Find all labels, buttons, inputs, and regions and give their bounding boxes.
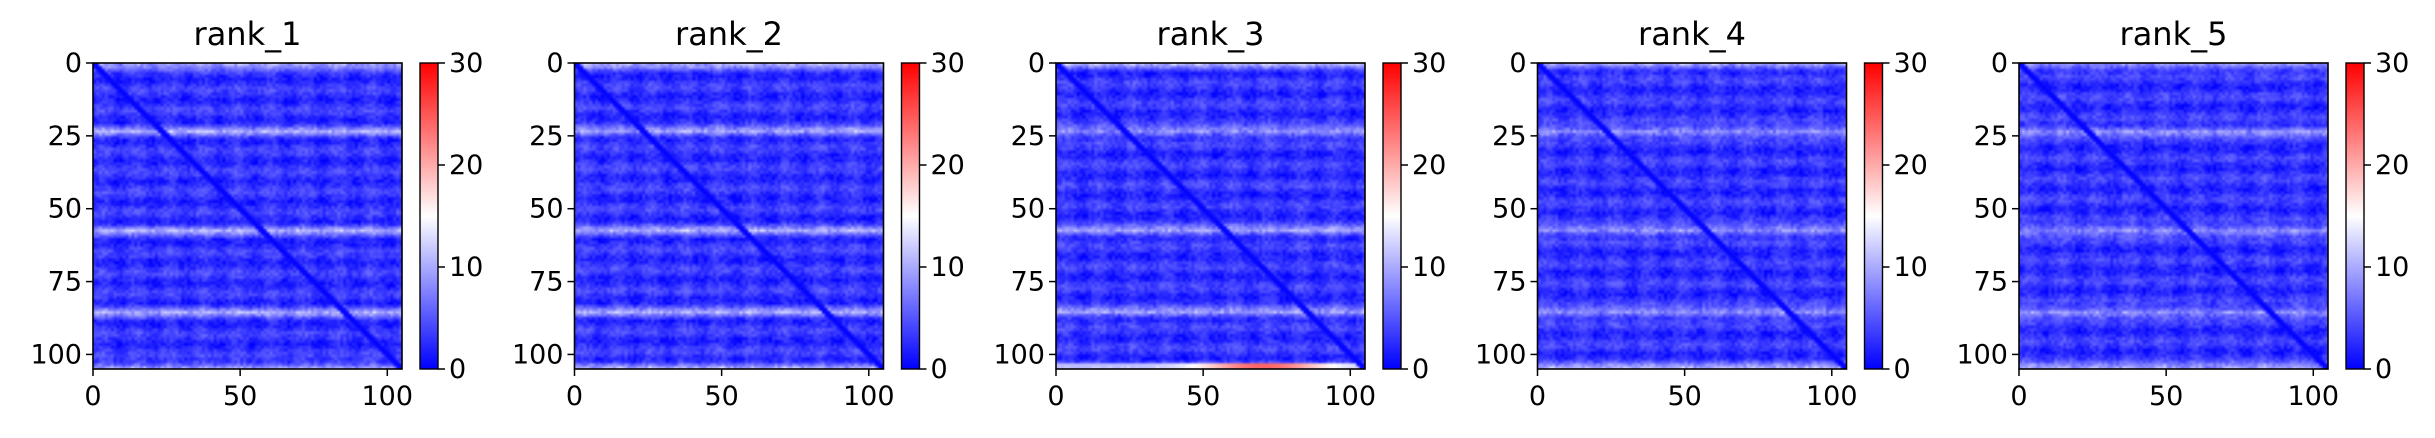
colorbar-tick-label: 30 (2375, 48, 2409, 79)
y-tick-label: 0 (546, 48, 563, 79)
colorbar-tick-label: 0 (931, 354, 948, 385)
colorbar-tick-label: 20 (449, 150, 483, 181)
heatmap-image (2019, 63, 2328, 369)
x-tick-label: 50 (704, 381, 738, 412)
y-tick-label: 75 (48, 267, 82, 298)
y-tick-label: 50 (48, 194, 82, 225)
colorbar (2345, 62, 2365, 370)
y-tick-label: 75 (1492, 267, 1526, 298)
colorbar-tick-label: 10 (931, 252, 965, 283)
y-tick-label: 50 (1974, 194, 2008, 225)
y-tick-label: 75 (529, 267, 563, 298)
y-tick-label: 25 (1492, 121, 1526, 152)
y-tick-label: 25 (529, 121, 563, 152)
colorbar-tick-label: 10 (2375, 252, 2409, 283)
plot-frame (1055, 62, 1366, 370)
plot-frame (1536, 62, 1848, 370)
x-tick-label: 100 (2288, 381, 2340, 412)
y-tick-label: 50 (1492, 194, 1526, 225)
colorbar-tick-label: 0 (2375, 354, 2392, 385)
x-tick-label: 50 (1186, 381, 1220, 412)
y-tick-label: 0 (1028, 48, 1045, 79)
y-tick-label: 100 (30, 339, 82, 370)
y-tick-label: 100 (1956, 339, 2008, 370)
colorbar-tick-label: 30 (1412, 48, 1446, 79)
y-tick-label: 75 (1011, 267, 1045, 298)
x-tick-label: 50 (223, 381, 257, 412)
x-tick-label: 100 (362, 381, 414, 412)
x-tick-label: 0 (2010, 381, 2027, 412)
colorbar-tick-label: 0 (1894, 354, 1911, 385)
plot-frame (92, 62, 403, 370)
y-tick-label: 25 (48, 121, 82, 152)
colorbar-tick-label: 0 (449, 354, 466, 385)
chart-title: rank_1 (194, 15, 302, 53)
colorbar-tick-label: 0 (1412, 354, 1429, 385)
y-tick-label: 25 (1011, 121, 1045, 152)
x-tick-label: 0 (1529, 381, 1546, 412)
y-tick-label: 100 (1475, 339, 1527, 370)
x-tick-label: 100 (843, 381, 895, 412)
colorbar-tick-label: 30 (1894, 48, 1928, 79)
colorbar-tick-label: 20 (2375, 150, 2409, 181)
heatmap-image (93, 63, 402, 369)
heatmap-image (574, 63, 884, 369)
chart-title: rank_3 (1157, 15, 1265, 53)
x-tick-label: 50 (2149, 381, 2183, 412)
colorbar (1382, 62, 1402, 370)
x-tick-label: 100 (1806, 381, 1858, 412)
x-tick-label: 100 (1325, 381, 1377, 412)
colorbar-tick-label: 10 (1894, 252, 1928, 283)
y-tick-label: 100 (993, 339, 1045, 370)
colorbar-tick-label: 10 (1412, 252, 1446, 283)
chart-title: rank_2 (675, 15, 783, 53)
y-tick-label: 75 (1974, 267, 2008, 298)
colorbar-tick-label: 20 (931, 150, 965, 181)
colorbar-tick-label: 30 (931, 48, 965, 79)
colorbar (1863, 62, 1884, 370)
x-tick-label: 0 (84, 381, 101, 412)
colorbar-tick-label: 30 (449, 48, 483, 79)
heatmap-image (1056, 63, 1365, 369)
colorbar (419, 62, 439, 370)
x-tick-label: 50 (1667, 381, 1701, 412)
y-tick-label: 50 (1011, 194, 1045, 225)
heatmap-image (1537, 63, 1847, 369)
chart-title: rank_4 (1638, 15, 1746, 53)
y-tick-label: 25 (1974, 121, 2008, 152)
plot-frame (573, 62, 885, 370)
colorbar-tick-label: 20 (1894, 150, 1928, 181)
chart-title: rank_5 (2120, 15, 2228, 53)
y-tick-label: 0 (1509, 48, 1526, 79)
colorbar-tick-label: 10 (449, 252, 483, 283)
x-tick-label: 0 (1047, 381, 1064, 412)
y-tick-label: 0 (65, 48, 82, 79)
y-tick-label: 50 (529, 194, 563, 225)
x-tick-label: 0 (566, 381, 583, 412)
y-tick-label: 0 (1991, 48, 2008, 79)
y-tick-label: 100 (512, 339, 564, 370)
colorbar-tick-label: 20 (1412, 150, 1446, 181)
plot-frame (2018, 62, 2329, 370)
colorbar (900, 62, 921, 370)
